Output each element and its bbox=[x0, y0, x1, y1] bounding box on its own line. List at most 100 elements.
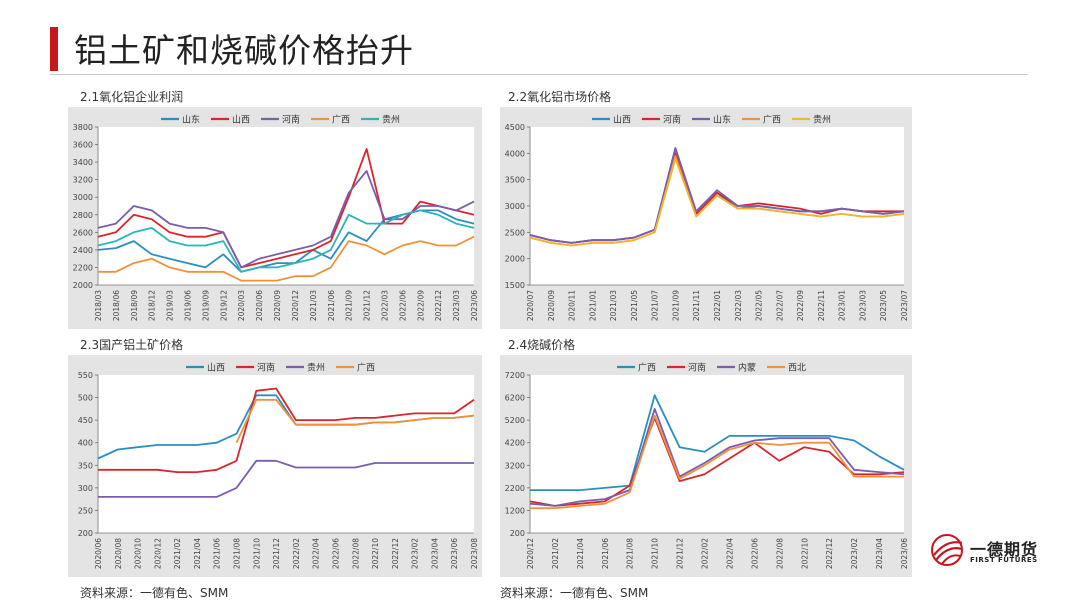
panel-4-title: 2.4烧碱价格 bbox=[508, 338, 576, 352]
x-tick-label: 2021/12 bbox=[363, 290, 372, 321]
plot-area bbox=[530, 375, 904, 533]
x-tick-label: 2023/06 bbox=[900, 538, 909, 569]
x-tick-label: 2018/09 bbox=[130, 290, 139, 321]
chart-alumina-profit: 2000 2200 2400 2600 2800 3000 3200 3400 3600 3800… bbox=[68, 107, 482, 329]
x-tick-label: 2021/10 bbox=[252, 538, 261, 569]
y-tick-label: 7200 bbox=[505, 371, 525, 380]
panel-3-title: 2.3国产铝土矿价格 bbox=[80, 338, 184, 352]
x-tick-label: 2021/07 bbox=[651, 290, 660, 321]
source-note-right: 资料来源：一德有色、SMM bbox=[500, 586, 649, 600]
chart-caustic-soda-price: 200 1200 2200 3200 4200 5200 6200 7200 2020/12 20… bbox=[500, 355, 912, 577]
globe-logo-icon bbox=[931, 534, 963, 566]
x-tick-label: 2020/06 bbox=[94, 538, 103, 569]
x-tick-label: 2023/03 bbox=[858, 290, 867, 321]
y-tick-label: 3000 bbox=[505, 202, 525, 211]
x-tick-label: 2022/04 bbox=[312, 538, 321, 569]
x-tick-label: 2023/06 bbox=[470, 290, 479, 321]
x-tick-label: 2022/03 bbox=[734, 290, 743, 321]
x-tick-label: 2023/04 bbox=[430, 538, 439, 569]
x-tick-label: 2020/10 bbox=[134, 538, 143, 569]
y-tick-label: 500 bbox=[78, 394, 93, 403]
x-tick-label: 2022/06 bbox=[331, 538, 340, 569]
x-tick-label: 2021/05 bbox=[630, 290, 639, 321]
y-tick-label: 1200 bbox=[505, 506, 525, 515]
y-tick-label: 5200 bbox=[505, 416, 525, 425]
y-tick-label: 4000 bbox=[505, 149, 525, 158]
chart-svg-1: 1500 2000 2500 3000 3500 4000 4500 2020/07 2020/… bbox=[505, 114, 909, 322]
x-tick-label: 2021/11 bbox=[692, 290, 701, 321]
y-tick-label: 4500 bbox=[505, 123, 525, 132]
series-line bbox=[529, 417, 905, 507]
legend-label: 山西 bbox=[613, 115, 631, 126]
x-tick-label: 2021/03 bbox=[609, 290, 618, 321]
x-tick-label: 2023/05 bbox=[879, 290, 888, 321]
x-tick-label: 2020/12 bbox=[291, 290, 300, 321]
plot-area bbox=[98, 127, 474, 285]
legend-label: 山西 bbox=[207, 363, 225, 374]
x-tick-label: 2021/09 bbox=[671, 290, 680, 321]
logo-text-en: FIRST FUTURES bbox=[970, 556, 1038, 564]
series-line bbox=[530, 394, 905, 491]
panel-1-title: 2.1氧化铝企业利润 bbox=[80, 90, 184, 104]
chart-alumina-price: 1500 2000 2500 3000 3500 4000 4500 2020/07 2020/… bbox=[500, 107, 912, 329]
x-tick-label: 2023/04 bbox=[875, 538, 884, 569]
series-line bbox=[529, 147, 905, 244]
series-line bbox=[98, 235, 475, 282]
series-line bbox=[529, 157, 905, 247]
x-tick-label: 2018/12 bbox=[148, 290, 157, 321]
y-tick-label: 2200 bbox=[505, 484, 525, 493]
x-tick-label: 2021/02 bbox=[173, 538, 182, 569]
x-tick-label: 2023/07 bbox=[900, 290, 909, 321]
chart-svg-0: 2000 2200 2400 2600 2800 3000 3200 3400 3600 3800… bbox=[73, 114, 479, 322]
source-note-left: 资料来源：一德有色、SMM bbox=[80, 586, 229, 600]
legend-label: 山东 bbox=[182, 114, 200, 126]
series-line bbox=[235, 398, 475, 444]
x-tick-label: 2022/10 bbox=[371, 538, 380, 569]
y-tick-label: 4200 bbox=[505, 439, 525, 448]
x-tick-label: 2020/12 bbox=[526, 538, 535, 569]
panel-2-title: 2.2氧化铝市场价格 bbox=[508, 90, 612, 104]
x-tick-label: 2022/02 bbox=[701, 538, 710, 569]
y-tick-label: 2600 bbox=[73, 228, 93, 237]
title-divider bbox=[50, 74, 1028, 75]
legend-label: 广西 bbox=[357, 362, 375, 374]
x-tick-label: 2022/01 bbox=[713, 290, 722, 321]
y-tick-label: 3000 bbox=[73, 193, 93, 202]
x-tick-label: 2020/11 bbox=[568, 290, 577, 321]
x-tick-label: 2020/06 bbox=[255, 290, 264, 321]
y-tick-label: 400 bbox=[78, 439, 93, 448]
page-title: 铝土矿和烧碱价格抬升 bbox=[74, 31, 414, 70]
x-tick-label: 2020/09 bbox=[547, 290, 556, 321]
x-tick-label: 2022/12 bbox=[391, 538, 400, 569]
x-tick-label: 2022/12 bbox=[825, 538, 834, 569]
plot-area bbox=[98, 375, 474, 533]
y-tick-label: 3200 bbox=[73, 176, 93, 185]
legend-label: 广西 bbox=[332, 114, 350, 126]
x-tick-label: 2021/04 bbox=[576, 538, 585, 569]
x-tick-label: 2021/06 bbox=[213, 538, 222, 569]
series-line bbox=[98, 387, 475, 473]
x-tick-label: 2023/01 bbox=[838, 290, 847, 321]
x-tick-label: 2022/03 bbox=[380, 290, 389, 321]
x-tick-label: 2021/02 bbox=[551, 538, 560, 569]
y-tick-label: 200 bbox=[510, 529, 525, 538]
x-tick-label: 2021/12 bbox=[272, 538, 281, 569]
legend-label: 河南 bbox=[688, 362, 706, 374]
x-tick-label: 2020/12 bbox=[153, 538, 162, 569]
y-tick-label: 300 bbox=[78, 484, 93, 493]
y-tick-label: 2000 bbox=[505, 255, 525, 264]
y-tick-label: 6200 bbox=[505, 394, 525, 403]
x-tick-label: 2021/10 bbox=[651, 538, 660, 569]
company-logo: 一德期货 FIRST FUTURES bbox=[930, 533, 1040, 567]
y-tick-label: 450 bbox=[78, 416, 93, 425]
x-tick-label: 2019/06 bbox=[184, 290, 193, 321]
y-tick-label: 3400 bbox=[73, 158, 93, 167]
y-tick-label: 550 bbox=[78, 371, 93, 380]
legend-label: 广西 bbox=[763, 114, 781, 126]
y-tick-label: 2200 bbox=[73, 263, 93, 272]
x-tick-label: 2022/04 bbox=[725, 538, 734, 569]
y-tick-label: 2800 bbox=[73, 211, 93, 220]
chart-bauxite-price: 200 250 300 350 400 450 500 550 2020/06 2020/08 20… bbox=[68, 355, 482, 577]
series-line bbox=[98, 459, 474, 498]
x-tick-label: 2020/08 bbox=[114, 538, 123, 569]
